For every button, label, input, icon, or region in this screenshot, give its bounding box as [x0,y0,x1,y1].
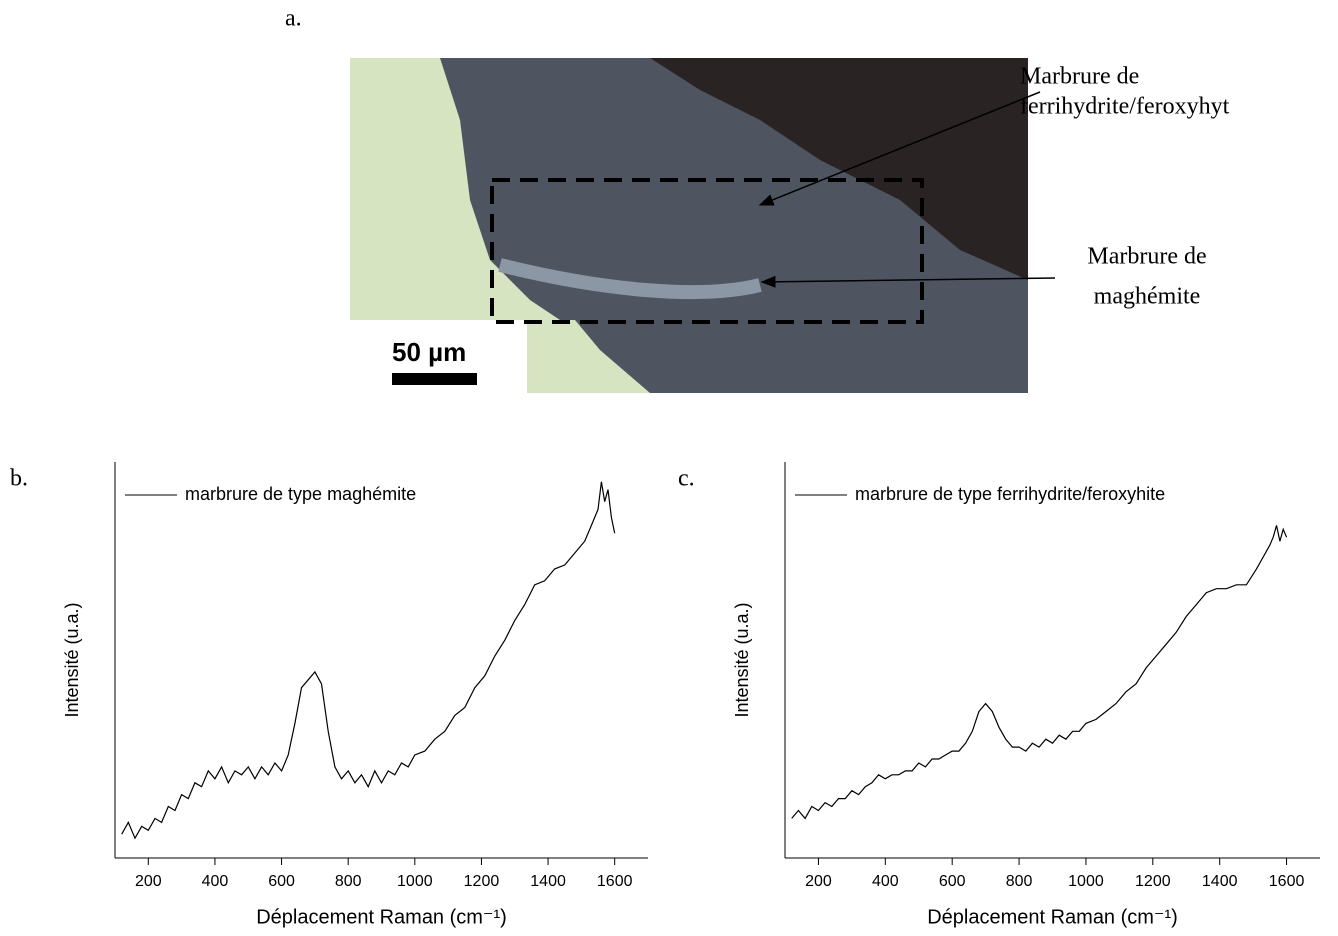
y-axis-label: Intensité (u.a.) [62,602,82,717]
x-tick-label: 200 [805,873,832,890]
x-tick-label: 800 [1006,873,1033,890]
arrow [760,275,1056,288]
x-tick-label: 1000 [397,873,433,890]
x-tick-label: 400 [872,873,899,890]
spectrum-line [121,481,616,840]
annotation: Marbrure de [1020,64,1139,90]
x-tick-label: 400 [202,873,229,890]
legend-label: marbrure de type maghémite [185,484,416,504]
micrograph [350,58,1028,393]
panel-label: c. [678,466,695,492]
y-axis-label: Intensité (u.a.) [732,602,752,717]
x-tick-label: 1600 [597,873,633,890]
x-tick-label: 1200 [1135,873,1171,890]
panel-label: b. [10,466,28,492]
legend-label: marbrure de type ferrihydrite/feroxyhite [855,484,1165,504]
x-tick-label: 1200 [464,873,500,890]
scale-bar-label: 50 µm [392,337,466,367]
x-tick-label: 1400 [1202,873,1238,890]
x-axis-label: Déplacement Raman (cm⁻¹) [927,906,1178,928]
x-tick-label: 1400 [530,873,566,890]
x-tick-label: 200 [135,873,162,890]
arrow [758,91,1041,206]
annotation: Marbrure de [1087,244,1206,270]
x-tick-label: 1600 [1269,873,1305,890]
annotation: ferrihydrite/feroxyhyt [1020,94,1230,120]
spectrum-line [791,525,1288,820]
x-tick-label: 600 [939,873,966,890]
x-tick-label: 1000 [1068,873,1104,890]
annotation: maghémite [1094,284,1201,310]
panel-label: a. [285,6,302,32]
x-axis-label: Déplacement Raman (cm⁻¹) [256,906,507,928]
x-tick-label: 600 [268,873,295,890]
x-tick-label: 800 [335,873,362,890]
